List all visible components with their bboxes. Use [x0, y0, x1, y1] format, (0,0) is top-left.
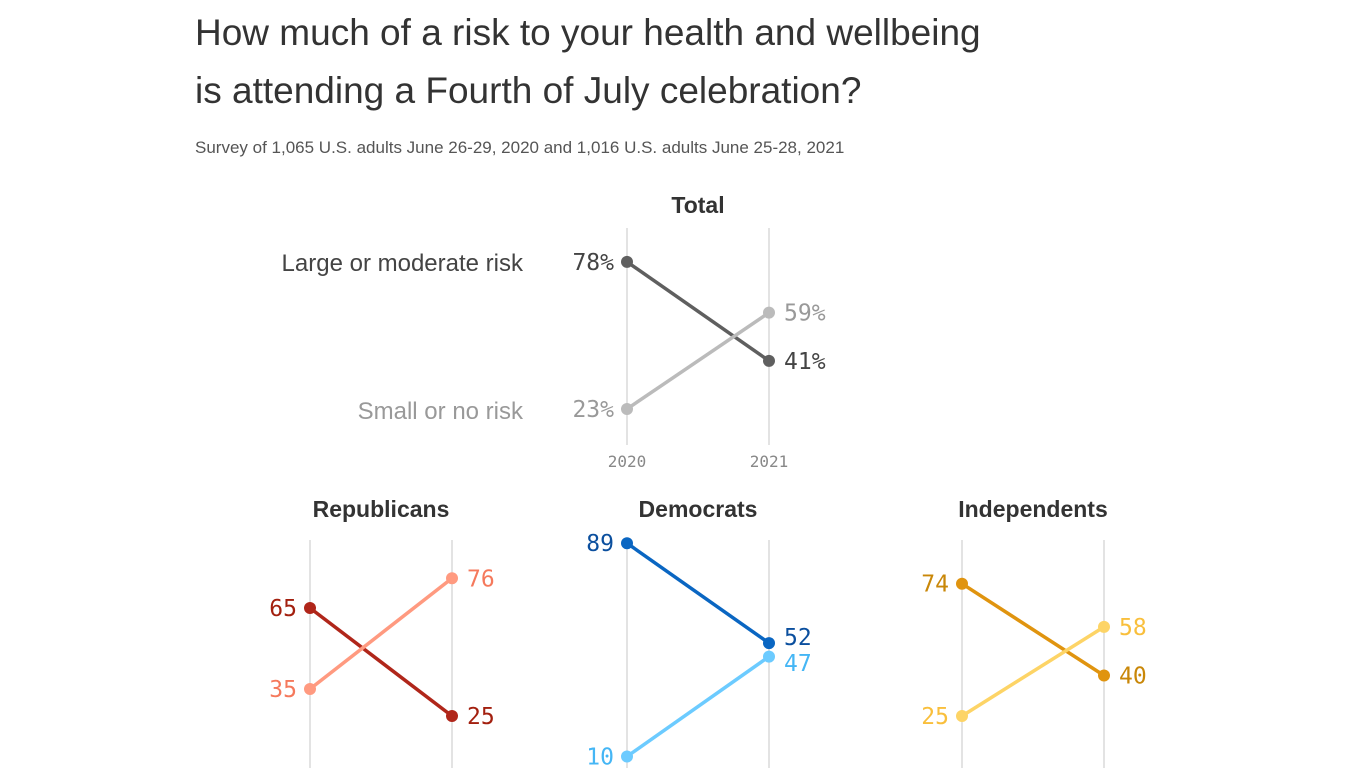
- independents-small-risk-line: [961, 625, 1105, 718]
- chart-title-line1: How much of a risk to your health and we…: [195, 12, 981, 53]
- democrats-large-risk-line: [625, 541, 771, 645]
- row-label-large-risk: Large or moderate risk: [282, 250, 524, 277]
- independents-small-risk-label-2021: 58: [1119, 615, 1147, 641]
- chart-title-line2: is attending a Fourth of July celebratio…: [195, 70, 861, 111]
- independents-small-risk-label-2020: 25: [921, 704, 949, 730]
- x-tick-label: 2021: [750, 452, 789, 471]
- independents-large-risk-line: [961, 582, 1105, 677]
- republicans-small-risk-point-2020: [304, 683, 316, 695]
- democrats-small-risk-line: [625, 655, 771, 758]
- total-small-risk-point-2020: [621, 402, 633, 415]
- independents-large-risk-label-2021: 40: [1119, 664, 1147, 690]
- republicans-small-risk-label-2021: 76: [467, 566, 495, 592]
- row-label-small-risk: Small or no risk: [358, 398, 524, 425]
- democrats-small-risk-label-2021: 47: [784, 651, 812, 677]
- total-large-risk-label-2020: 78%: [572, 250, 614, 276]
- independents-large-risk-point-2021: [1098, 669, 1110, 682]
- republicans-panel-title: Republicans: [313, 496, 450, 522]
- independents-small-risk-point-2021: [1098, 620, 1110, 633]
- total-large-risk-label-2021: 41%: [784, 349, 826, 375]
- total-panel-title: Total: [671, 192, 724, 218]
- democrats-large-risk-label-2020: 89: [586, 531, 614, 557]
- total-small-risk-line: [626, 311, 770, 411]
- x-tick-label: 2020: [608, 452, 647, 471]
- independents-large-risk-point-2020: [956, 577, 968, 590]
- republicans-small-risk-point-2021: [446, 572, 458, 585]
- democrats-large-risk-label-2021: 52: [784, 625, 812, 651]
- republicans-large-risk-point-2020: [304, 602, 316, 614]
- total-small-risk-label-2020: 23%: [572, 397, 614, 423]
- republicans-small-risk-line: [308, 576, 454, 691]
- total-small-risk-label-2021: 59%: [784, 301, 826, 327]
- democrats-small-risk-point-2021: [763, 650, 775, 663]
- independents-small-risk-point-2020: [956, 710, 968, 722]
- democrats-small-risk-label-2020: 10: [586, 745, 614, 768]
- chart-subtitle: Survey of 1,065 U.S. adults June 26-29, …: [195, 138, 844, 157]
- democrats-small-risk-point-2020: [621, 750, 633, 763]
- republicans-large-risk-label-2020: 65: [269, 596, 297, 622]
- total-small-risk-point-2021: [763, 306, 775, 319]
- independents-large-risk-label-2020: 74: [921, 572, 949, 598]
- democrats-panel-title: Democrats: [639, 496, 758, 522]
- republicans-large-risk-label-2021: 25: [467, 704, 495, 730]
- total-large-risk-line: [625, 260, 771, 363]
- independents-panel-title: Independents: [958, 496, 1108, 522]
- chart-panels: Total 2020 2021 78% 23% 41% 59% Republicans 65 35…: [269, 192, 1147, 768]
- republicans-small-risk-label-2020: 35: [269, 677, 297, 703]
- total-large-risk-point-2020: [621, 255, 633, 268]
- republicans-large-risk-line: [308, 606, 454, 718]
- democrats-large-risk-point-2021: [763, 637, 775, 650]
- republicans-large-risk-point-2021: [446, 710, 458, 722]
- democrats-large-risk-point-2020: [621, 537, 633, 550]
- total-large-risk-point-2021: [763, 354, 775, 367]
